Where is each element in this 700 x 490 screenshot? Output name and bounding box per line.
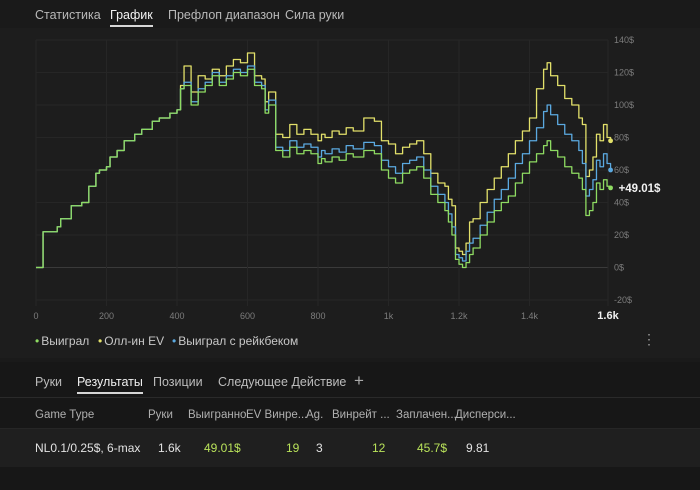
tab-statistics[interactable]: Статистика [35,8,101,22]
x-tick-label: 200 [99,311,114,321]
more-options-icon[interactable]: ⋮ [642,331,656,347]
table-divider [0,428,700,429]
col-header-paid[interactable]: Заплачен... [396,409,457,421]
tab-hand-strength[interactable]: Сила руки [285,8,345,22]
tab-preflop-range[interactable]: Префлоп диапазон [168,8,280,22]
cell-variance: 9.81 [466,441,490,455]
add-tab-icon[interactable]: + [354,371,364,390]
col-header-winrate[interactable]: Винрейт ... [332,409,390,421]
col-header-hands[interactable]: Руки [148,409,173,421]
y-tick-label: 20$ [614,230,629,240]
bottom-panel: Руки Результаты Позиции Следующее Действ… [0,362,700,490]
series-line-2 [36,65,612,269]
tab-hands[interactable]: Руки [35,375,63,389]
col-header-ev-winrate[interactable]: EV Винре... [246,409,308,421]
tab-graph[interactable]: График [110,8,153,27]
series-end-point-0 [608,185,613,191]
chart-panel: -20$ 0$ 20$ 40$ 60$ 80$ 100$ 120$ 140$ 0 200 400 600… [0,28,700,358]
col-header-won[interactable]: Выигранно [188,409,247,421]
cell-ag: 3 [316,441,323,455]
tab-next-action[interactable]: Следующее Действие [218,375,347,389]
x-tick-label: 0 [33,311,38,321]
y-tick-label: 120$ [614,68,634,78]
legend-item-allin-ev[interactable]: • Олл-ин EV [98,334,164,348]
legend-label-won: Выиграл [41,334,90,348]
col-header-ag[interactable]: Ag. [306,409,324,421]
legend-label-won-rakeback: Выиграл с рейкбеком [178,334,299,348]
tab-results[interactable]: Результаты [77,375,143,394]
tab-positions[interactable]: Позиции [153,375,203,389]
y-tick-label: 100$ [614,100,634,110]
cell-hands: 1.6k [158,441,181,455]
x-tick-label: 1k [384,311,394,321]
legend-item-won-rakeback[interactable]: • Выиграл с рейкбеком [172,334,298,348]
y-tick-label: 40$ [614,198,629,208]
end-value-label: +49.01$ [619,183,661,195]
legend-item-won[interactable]: • Выиграл [35,334,89,348]
winnings-chart[interactable]: -20$ 0$ 20$ 40$ 60$ 80$ 100$ 120$ 140$ 0 200 400 600… [0,28,700,328]
x-tick-label: 800 [310,311,325,321]
cell-ev-winrate: 19 [286,441,300,455]
col-header-game-type[interactable]: Game Type [35,409,95,421]
series-end-point-1 [608,138,613,144]
x-max-label: 1.6k [597,310,619,322]
cell-winrate: 12 [372,441,386,455]
table-row[interactable] [0,429,700,467]
y-tick-label: 140$ [614,35,634,45]
cell-paid: 45.7$ [417,441,448,455]
legend-dot-allin-ev: • [98,334,103,348]
top-tab-bar: Статистика График Префлоп диапазон Сила … [0,0,700,28]
cell-won: 49.01$ [204,441,241,455]
divider [0,397,700,398]
y-tick-label: 60$ [614,165,629,175]
legend-label-allin-ev: Олл-ин EV [104,334,165,348]
y-tick-label: 80$ [614,133,629,143]
series-end-point-2 [608,167,613,173]
x-tick-label: 400 [169,311,184,321]
legend-dot-won-rakeback: • [172,334,177,348]
x-tick-label: 1.2k [450,311,468,321]
col-header-variance[interactable]: Дисперси... [455,409,516,421]
cell-game-type: NL0.1/0.25$, 6-max [35,441,141,455]
x-tick-label: 1.4k [521,311,539,321]
y-tick-label: -20$ [614,295,632,305]
legend-dot-won: • [35,334,40,348]
x-tick-label: 600 [240,311,255,321]
series-line-0 [36,68,612,269]
y-tick-label: 0$ [614,263,624,273]
